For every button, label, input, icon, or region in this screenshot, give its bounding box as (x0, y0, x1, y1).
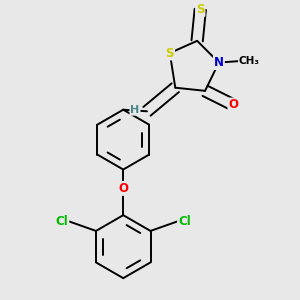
Text: S: S (166, 46, 174, 59)
Text: Cl: Cl (56, 215, 68, 228)
Text: O: O (118, 182, 128, 195)
Text: O: O (228, 98, 239, 112)
Text: Cl: Cl (178, 215, 191, 228)
Text: CH₃: CH₃ (239, 56, 260, 66)
Text: S: S (196, 3, 205, 16)
Text: H: H (130, 105, 140, 115)
Text: N: N (214, 56, 224, 69)
